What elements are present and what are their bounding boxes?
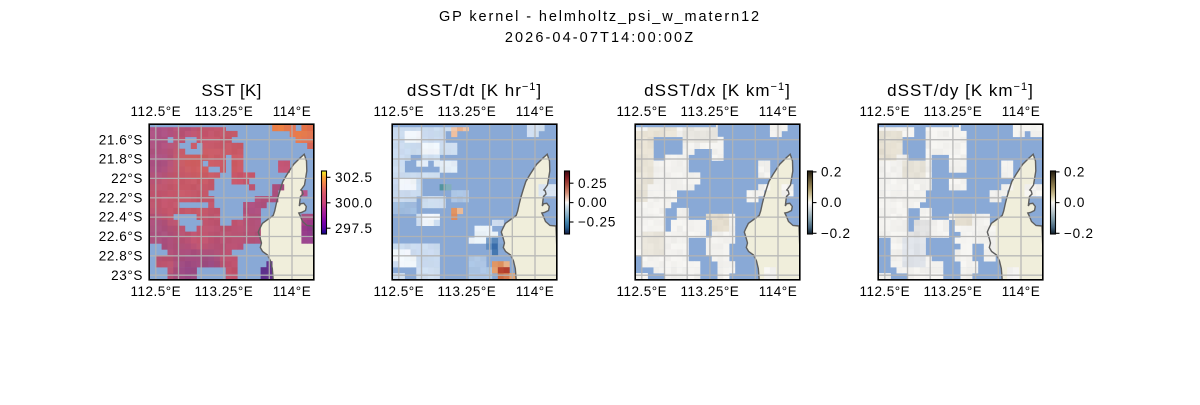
svg-text:21.8°S: 21.8°S — [99, 152, 143, 167]
svg-text:0.2: 0.2 — [1064, 165, 1085, 180]
svg-text:113.25°E: 113.25°E — [924, 284, 983, 299]
svg-text:dSST/dx [K km−1]: dSST/dx [K km−1] — [644, 81, 791, 100]
svg-text:300.0: 300.0 — [335, 195, 373, 210]
svg-text:0.25: 0.25 — [578, 176, 607, 191]
svg-text:113.25°E: 113.25°E — [438, 104, 497, 119]
svg-text:113.25°E: 113.25°E — [195, 284, 254, 299]
svg-text:114°E: 114°E — [516, 104, 554, 119]
svg-text:21.6°S: 21.6°S — [99, 132, 143, 147]
svg-text:0.0: 0.0 — [821, 195, 842, 210]
svg-text:112.5°E: 112.5°E — [130, 284, 181, 299]
svg-text:SST [K]: SST [K] — [201, 81, 261, 100]
svg-text:dSST/dt [K hr−1]: dSST/dt [K hr−1] — [407, 81, 542, 100]
svg-text:23°S: 23°S — [111, 268, 143, 283]
svg-text:114°E: 114°E — [516, 284, 554, 299]
svg-text:112.5°E: 112.5°E — [373, 104, 424, 119]
svg-text:−0.25: −0.25 — [578, 215, 616, 230]
svg-text:113.25°E: 113.25°E — [681, 104, 740, 119]
svg-text:GP kernel - helmholtz_psi_w_ma: GP kernel - helmholtz_psi_w_matern12 — [439, 9, 761, 25]
svg-text:22.4°S: 22.4°S — [99, 210, 143, 225]
svg-text:0.0: 0.0 — [1064, 195, 1085, 210]
svg-text:0.2: 0.2 — [821, 165, 842, 180]
svg-text:114°E: 114°E — [759, 284, 797, 299]
svg-text:−0.2: −0.2 — [1064, 226, 1094, 241]
svg-text:113.25°E: 113.25°E — [681, 284, 740, 299]
svg-text:2026-04-07T14:00:00Z: 2026-04-07T14:00:00Z — [505, 30, 695, 46]
svg-text:112.5°E: 112.5°E — [859, 284, 910, 299]
svg-text:114°E: 114°E — [1002, 284, 1040, 299]
svg-text:112.5°E: 112.5°E — [616, 284, 667, 299]
svg-text:22.6°S: 22.6°S — [99, 229, 143, 244]
svg-text:302.5: 302.5 — [335, 170, 373, 185]
svg-text:22°S: 22°S — [111, 171, 143, 186]
svg-text:114°E: 114°E — [273, 104, 311, 119]
svg-text:dSST/dy [K km−1]: dSST/dy [K km−1] — [887, 81, 1034, 100]
svg-text:112.5°E: 112.5°E — [373, 284, 424, 299]
svg-text:114°E: 114°E — [759, 104, 797, 119]
svg-text:113.25°E: 113.25°E — [924, 104, 983, 119]
svg-text:22.2°S: 22.2°S — [99, 190, 143, 205]
svg-text:297.5: 297.5 — [335, 221, 373, 236]
svg-text:112.5°E: 112.5°E — [130, 104, 181, 119]
svg-text:113.25°E: 113.25°E — [438, 284, 497, 299]
svg-text:112.5°E: 112.5°E — [859, 104, 910, 119]
svg-text:0.00: 0.00 — [578, 195, 607, 210]
svg-text:−0.2: −0.2 — [821, 226, 851, 241]
svg-text:22.8°S: 22.8°S — [99, 248, 143, 263]
svg-text:113.25°E: 113.25°E — [195, 104, 254, 119]
svg-text:114°E: 114°E — [1002, 104, 1040, 119]
svg-text:114°E: 114°E — [273, 284, 311, 299]
svg-text:112.5°E: 112.5°E — [616, 104, 667, 119]
